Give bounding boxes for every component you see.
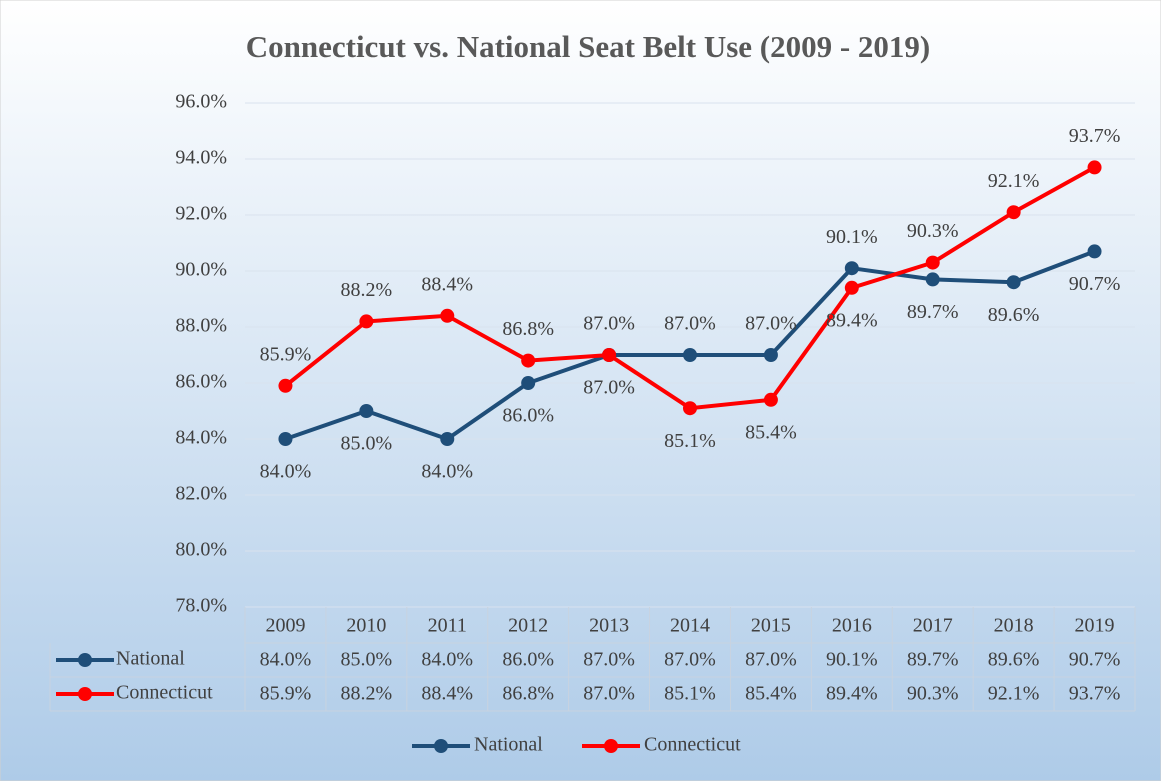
data-point — [925, 272, 940, 287]
data-label: 85.4% — [745, 421, 797, 443]
table-cell: 85.1% — [664, 683, 716, 705]
data-label: 88.4% — [421, 273, 473, 295]
legend-key-dot — [434, 739, 448, 753]
x-tick-label: 2017 — [913, 615, 953, 637]
x-tick-label: 2011 — [428, 615, 467, 637]
table-series-name: National — [116, 648, 185, 670]
data-point — [521, 353, 536, 368]
y-tick-label: 94.0% — [175, 147, 227, 169]
legend-label: Connecticut — [644, 734, 741, 756]
table-cell: 90.7% — [1069, 649, 1121, 671]
table-legend-key-dot — [78, 687, 92, 701]
table-cell: 89.7% — [907, 649, 959, 671]
data-point — [602, 348, 617, 362]
data-point — [1006, 205, 1021, 220]
y-tick-label: 78.0% — [175, 595, 227, 617]
table-cell: 85.9% — [260, 683, 312, 705]
data-point — [1087, 160, 1102, 175]
x-tick-label: 2012 — [508, 615, 548, 637]
table-cell: 88.2% — [341, 683, 393, 705]
table-cell: 87.0% — [664, 649, 716, 671]
data-point — [521, 376, 536, 390]
table-cell: 84.0% — [260, 649, 312, 671]
table-cell: 87.0% — [583, 683, 635, 705]
data-label: 84.0% — [421, 461, 473, 483]
data-point — [1087, 244, 1102, 259]
data-point — [844, 261, 859, 276]
data-label: 84.0% — [260, 461, 312, 483]
x-tick-label: 2009 — [265, 615, 305, 637]
table-cell: 90.1% — [826, 649, 878, 671]
data-point — [763, 348, 778, 362]
data-label: 90.7% — [1069, 273, 1121, 295]
data-label: 89.6% — [988, 304, 1040, 326]
table-cell: 89.4% — [826, 683, 878, 705]
data-label: 87.0% — [583, 377, 635, 399]
data-point — [683, 348, 697, 362]
data-label: 87.0% — [583, 313, 635, 335]
table-series-name: Connecticut — [116, 682, 213, 704]
data-point — [1006, 275, 1021, 290]
table-cell: 89.6% — [988, 649, 1040, 671]
table-cell: 88.4% — [421, 683, 473, 705]
x-tick-label: 2015 — [751, 615, 791, 637]
table-legend-key-dot — [78, 653, 92, 667]
legend-key-dot — [604, 739, 618, 753]
table-cell: 90.3% — [907, 683, 959, 705]
x-tick-label: 2013 — [589, 615, 629, 637]
data-label: 89.4% — [826, 309, 878, 331]
x-tick-label: 2019 — [1075, 615, 1115, 637]
data-point — [278, 432, 293, 446]
y-tick-label: 84.0% — [175, 427, 227, 449]
data-point — [440, 308, 455, 323]
data-point — [440, 432, 455, 446]
data-label: 85.9% — [260, 343, 312, 365]
chart-title: Connecticut vs. National Seat Belt Use (… — [246, 29, 931, 64]
data-label: 90.1% — [826, 226, 878, 248]
data-label: 92.1% — [988, 170, 1040, 192]
table-cell: 92.1% — [988, 683, 1040, 705]
data-label: 88.2% — [341, 279, 393, 301]
data-point — [844, 280, 859, 295]
data-label: 86.0% — [502, 405, 554, 427]
data-label: 90.3% — [907, 220, 959, 242]
table-cell: 86.8% — [502, 683, 554, 705]
data-label: 85.0% — [341, 433, 393, 455]
table-cell: 84.0% — [421, 649, 473, 671]
data-label: 85.1% — [664, 430, 716, 452]
data-point — [359, 404, 374, 418]
table-cell: 93.7% — [1069, 683, 1121, 705]
data-label: 87.0% — [664, 313, 716, 335]
data-label: 89.7% — [907, 301, 959, 323]
x-tick-label: 2016 — [832, 615, 872, 637]
y-tick-label: 86.0% — [175, 371, 227, 393]
y-tick-label: 90.0% — [175, 259, 227, 281]
table-cell: 85.0% — [341, 649, 393, 671]
table-cell: 85.4% — [745, 683, 797, 705]
data-label: 86.8% — [502, 318, 554, 340]
data-point — [683, 401, 697, 416]
table-cell: 86.0% — [502, 649, 554, 671]
y-tick-label: 96.0% — [175, 91, 227, 113]
table-cell: 87.0% — [745, 649, 797, 671]
table-cell: 87.0% — [583, 649, 635, 671]
legend-label: National — [474, 734, 543, 756]
data-point — [278, 378, 293, 393]
y-tick-label: 88.0% — [175, 315, 227, 337]
x-tick-label: 2014 — [670, 615, 710, 637]
data-point — [763, 392, 778, 407]
x-tick-label: 2018 — [994, 615, 1034, 637]
data-label: 87.0% — [745, 313, 797, 335]
x-tick-label: 2010 — [346, 615, 386, 637]
data-point — [925, 255, 940, 270]
data-label: 93.7% — [1069, 125, 1121, 147]
y-tick-label: 92.0% — [175, 203, 227, 225]
y-tick-label: 82.0% — [175, 483, 227, 505]
y-tick-label: 80.0% — [175, 539, 227, 561]
data-point — [359, 314, 374, 329]
